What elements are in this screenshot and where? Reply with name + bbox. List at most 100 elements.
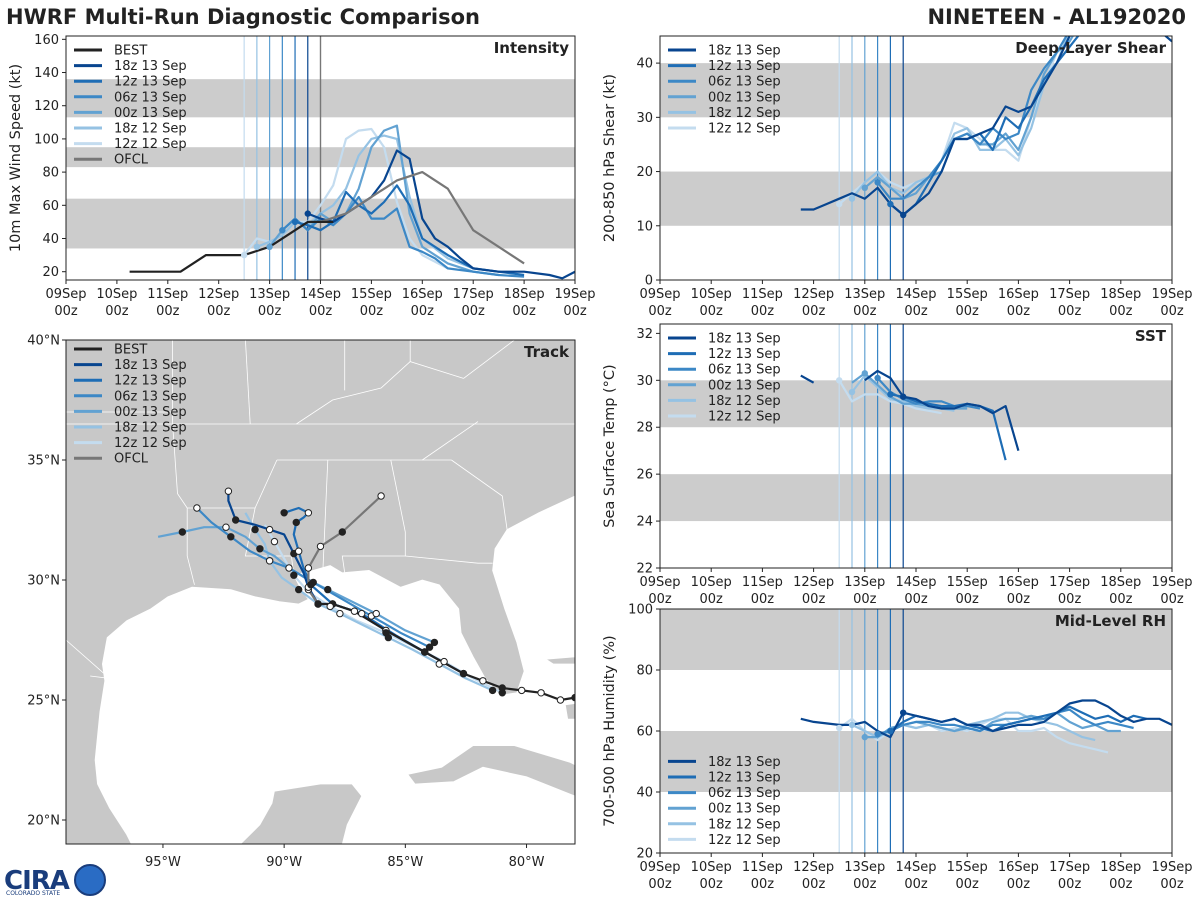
x-tick-label: 11Sep [742, 860, 783, 875]
x-tick-label: 09Sep [45, 287, 86, 302]
init-marker [887, 200, 894, 208]
series-line [876, 36, 1068, 200]
init-marker [861, 184, 868, 192]
legend-label: OFCL [114, 452, 149, 467]
x-tick-label: 00z [700, 877, 724, 892]
track-position-marker [421, 648, 429, 656]
x-tick-label: 00z [1160, 877, 1184, 892]
init-marker [836, 200, 843, 208]
yucatan-land [239, 783, 363, 844]
track-position-marker [222, 523, 230, 531]
init-marker [874, 374, 881, 382]
series-line [889, 36, 1080, 216]
track-position-marker [292, 518, 300, 527]
init-marker [836, 724, 843, 732]
cuba-land [407, 745, 575, 797]
x-tick-label: 13Sep [844, 287, 885, 302]
legend-label: 18z 12 Sep [114, 122, 187, 137]
state-boundary [451, 459, 508, 530]
y-tick-label: 20 [636, 847, 653, 862]
legend-label: BEST [114, 343, 147, 358]
x-tick-label: 11Sep [147, 287, 188, 302]
x-tick-label: 00z [207, 304, 231, 319]
track-position-marker [294, 585, 303, 594]
cira-logo-text: CIRA [4, 866, 70, 896]
track-position-marker [459, 669, 468, 678]
legend-label: 18z 12 Sep [708, 394, 781, 409]
legend-label: 18z 13 Sep [114, 59, 187, 74]
lat-tick-label: 35°N [27, 454, 60, 469]
y-tick-label: 0 [645, 274, 653, 289]
x-tick-label: 14Sep [895, 860, 936, 875]
init-marker [848, 195, 856, 202]
legend-label: 12z 13 Sep [708, 771, 781, 786]
north-america-land [66, 340, 575, 844]
x-tick-label: 00z [156, 304, 180, 319]
legend-label: 06z 13 Sep [114, 389, 187, 404]
series-line [838, 379, 942, 415]
track-position-marker [227, 533, 235, 541]
legend-label: 12z 13 Sep [114, 374, 187, 389]
lat-tick-label: 25°N [27, 694, 60, 709]
lon-tick-label: 85°W [387, 855, 423, 870]
series-line [294, 184, 525, 277]
legend-label: 18z 12 Sep [114, 421, 187, 436]
x-tick-label: 00z [1160, 304, 1184, 319]
x-tick-label: 00z [751, 877, 775, 892]
x-tick-label: 09Sep [639, 287, 680, 302]
track-position-marker [338, 528, 347, 536]
x-tick-label: 00z [700, 304, 724, 319]
x-tick-label: 15Sep [947, 860, 988, 875]
y-tick-label: 24 [636, 515, 653, 530]
x-tick-label: 00z [1109, 592, 1133, 607]
x-tick-label: 00z [1058, 304, 1082, 319]
track-position-marker [316, 542, 325, 551]
track-position-marker [280, 509, 288, 517]
x-tick-label: 00z [648, 592, 672, 607]
y-axis-label: 10m Max Wind Speed (kt) [8, 64, 24, 252]
init-marker [266, 243, 273, 251]
y-axis-label: 200-850 hPa Shear (kt) [602, 74, 618, 242]
x-tick-label: 00z [258, 304, 282, 319]
legend-label: 06z 13 Sep [708, 75, 781, 90]
series-line [129, 220, 334, 273]
init-marker [900, 393, 907, 400]
init-marker [836, 377, 843, 384]
track-position-marker [479, 677, 487, 685]
state-boundary [245, 340, 251, 425]
series-group [800, 36, 1172, 219]
panel-title: Intensity [494, 39, 570, 57]
x-tick-label: 00z [1109, 877, 1133, 892]
threshold-band [660, 731, 1172, 792]
x-tick-label: 19Sep [1151, 860, 1192, 875]
series-line [800, 699, 1172, 739]
series-group [800, 369, 1020, 461]
x-tick-label: 14Sep [895, 287, 936, 302]
legend-label: 12z 13 Sep [114, 75, 187, 90]
track-panel: 95°W 90°W 85°W 80°W 20°N 25°N 30°N 35°N 40°N Trac… [27, 334, 576, 870]
track-position-marker [324, 585, 332, 594]
x-tick-label: 12Sep [198, 287, 239, 302]
x-tick-label: 00z [853, 304, 877, 319]
track-line [157, 526, 435, 644]
y-tick-label: 10 [636, 219, 653, 234]
track-position-marker [304, 564, 313, 572]
x-tick-label: 00z [512, 304, 536, 319]
x-tick-label: 00z [462, 304, 486, 319]
legend-label: 00z 13 Sep [708, 90, 781, 105]
init-marker [887, 391, 894, 398]
x-tick-label: 00z [54, 304, 78, 319]
panel-title: SST [1135, 327, 1167, 345]
y-tick-label: 60 [636, 725, 653, 740]
x-tick-label: 13Sep [844, 575, 885, 590]
x-tick-label: 17Sep [1049, 575, 1090, 590]
init-marker [304, 210, 311, 217]
track-position-marker [265, 525, 274, 534]
x-tick-label: 00z [802, 877, 826, 892]
x-tick-label: 12Sep [793, 575, 834, 590]
legend-label: 00z 13 Sep [114, 405, 187, 420]
y-tick-label: 20 [42, 265, 59, 280]
x-tick-label: 00z [751, 304, 775, 319]
x-tick-label: 00z [853, 592, 877, 607]
track-position-marker [440, 657, 448, 666]
